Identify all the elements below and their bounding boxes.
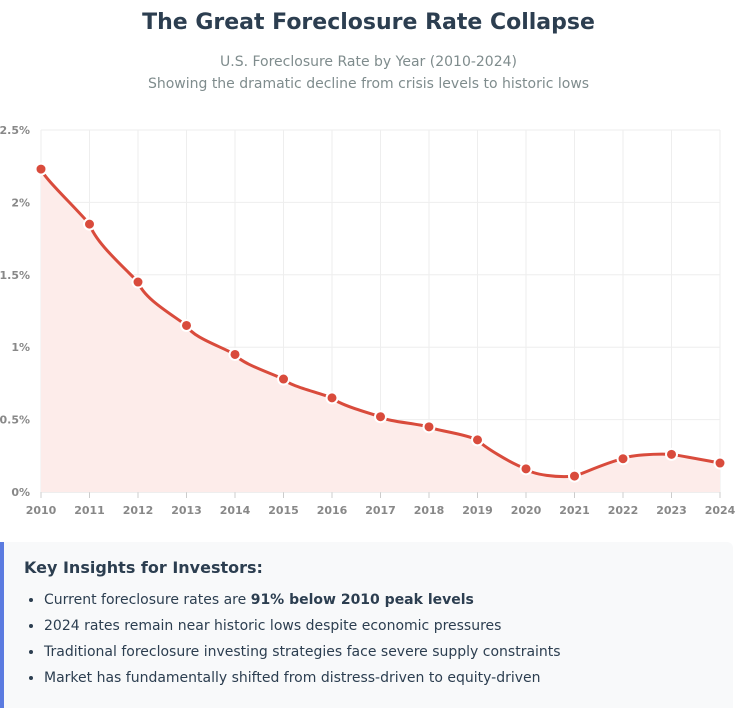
insight-item: Current foreclosure rates are 91% below … [44, 587, 713, 613]
x-tick-label: 2019 [462, 504, 493, 517]
data-point [422, 420, 436, 434]
x-tick-label: 2024 [705, 504, 736, 517]
x-tick-label: 2012 [123, 504, 154, 517]
y-tick-label: 2% [11, 196, 30, 209]
y-tick-label: 0% [11, 486, 30, 499]
x-tick-label: 2022 [608, 504, 639, 517]
x-tick-label: 2013 [171, 504, 202, 517]
data-point [374, 410, 387, 424]
area-layer [41, 169, 720, 492]
data-point [665, 447, 678, 461]
x-tick-label: 2016 [317, 504, 348, 517]
x-tick-label: 2014 [220, 504, 251, 517]
insights-list: Current foreclosure rates are 91% below … [24, 587, 713, 691]
insights-heading: Key Insights for Investors: [24, 558, 263, 577]
foreclosure-line-chart: 0%0.5%1%1.5%2%2.5% 2010 2011 2012 2013 2014 2… [0, 124, 736, 517]
insight-item: Market has fundamentally shifted from di… [44, 665, 713, 691]
insights-panel: Key Insights for Investors: Current fore… [0, 542, 733, 708]
y-tick-label: 2.5% [0, 124, 30, 137]
y-tick-label: 1.5% [0, 269, 30, 282]
data-point [277, 372, 290, 386]
data-point [616, 452, 630, 466]
point-layer [34, 162, 727, 483]
insight-item: Traditional foreclosure investing strate… [44, 639, 713, 665]
data-point [713, 456, 727, 470]
data-point [519, 462, 533, 476]
area-fill [41, 169, 720, 492]
x-tick-label: 2023 [656, 504, 687, 517]
chart-description: Showing the dramatic decline from crisis… [147, 76, 590, 92]
y-tick-label: 0.5% [0, 414, 30, 427]
data-point [34, 162, 48, 176]
y-axis-ticks: 0% 0.5% 1% 1.5% 2% 2.5% [0, 124, 30, 499]
x-tick-label: 2017 [365, 504, 396, 517]
data-point [325, 391, 339, 405]
data-point [180, 318, 193, 332]
x-tick-label: 2010 [26, 504, 57, 517]
data-point [471, 433, 484, 447]
data-point [228, 347, 242, 361]
chart-subtitle: U.S. Foreclosure Rate by Year (2010-2024… [220, 54, 517, 70]
x-axis-ticks: 2010 2011 2012 2013 2014 2015 2016 2017 2018 2019… [26, 504, 736, 517]
insight-highlight: 91% below 2010 peak levels [250, 592, 474, 608]
chart-title: The Great Foreclosure Rate Collapse [142, 10, 595, 35]
x-tick-label: 2020 [511, 504, 542, 517]
insight-text: Current foreclosure rates are [44, 592, 251, 608]
x-tick-label: 2015 [268, 504, 299, 517]
x-tick-label: 2011 [74, 504, 105, 517]
insight-item: 2024 rates remain near historic lows des… [44, 613, 713, 639]
x-tick-label: 2021 [559, 504, 590, 517]
x-tick-label: 2018 [414, 504, 445, 517]
data-point [83, 217, 96, 231]
data-point [131, 275, 145, 289]
y-tick-label: 1% [11, 341, 30, 354]
data-point [568, 469, 581, 483]
